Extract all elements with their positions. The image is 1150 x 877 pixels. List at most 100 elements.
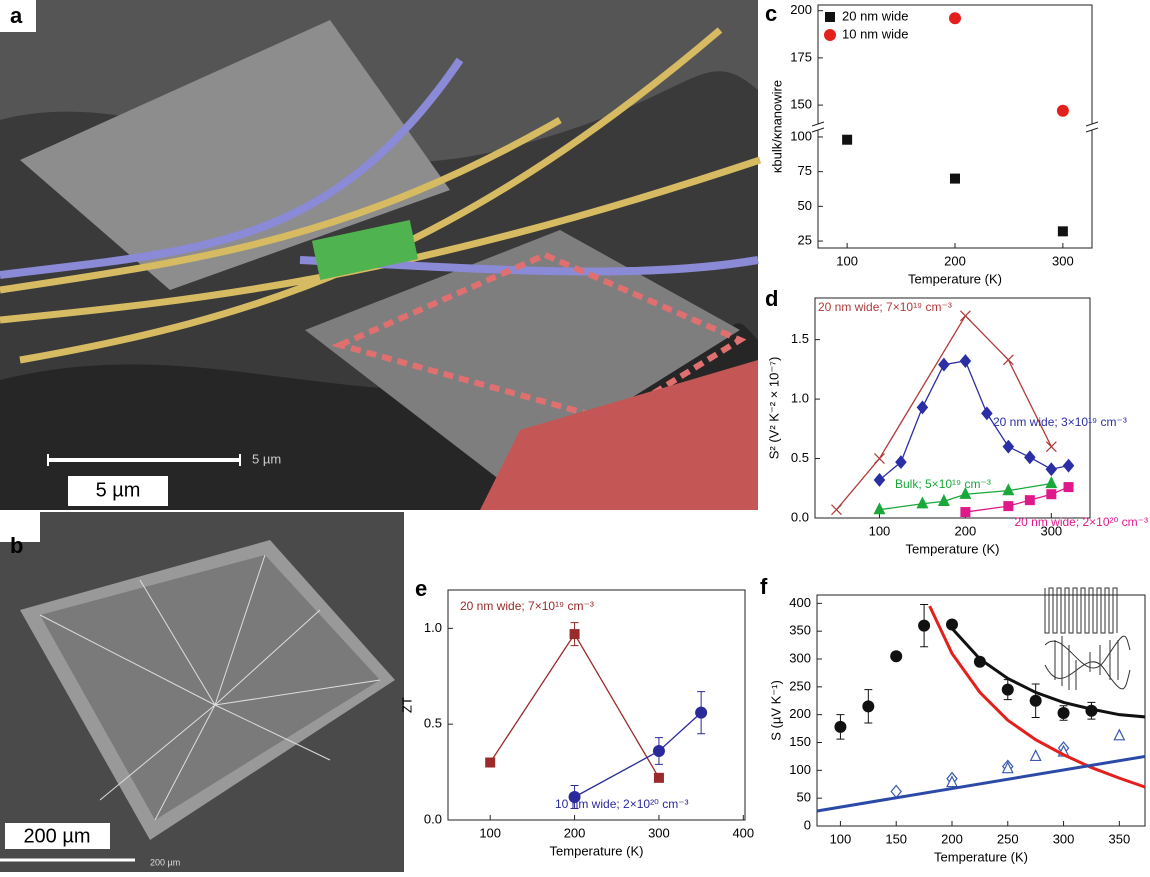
scale-bar-label: 5 µm (96, 479, 141, 501)
marker (1029, 749, 1042, 762)
panel-letter: d (765, 286, 778, 311)
x-tick-label: 250 (997, 831, 1019, 846)
marker (652, 745, 665, 757)
x-tick-label: 300 (648, 825, 670, 840)
x-tick-label: 100 (479, 825, 501, 840)
y-tick-label: 400 (789, 595, 811, 610)
y-tick-label: 1.0 (791, 391, 809, 406)
x-tick-label: 300 (1040, 523, 1062, 538)
marker (938, 357, 950, 372)
x-axis-label: Temperature (K) (550, 843, 644, 858)
marker (1001, 683, 1014, 696)
axes-frame (814, 297, 1091, 519)
marker (1045, 462, 1058, 477)
y-tick-label: 1.0 (424, 620, 442, 635)
axis-break-gap (1086, 124, 1098, 130)
y-tick-label: 300 (789, 650, 811, 665)
marker (653, 772, 664, 783)
legend-label: 20 nm wide (842, 8, 908, 23)
marker (1057, 226, 1068, 237)
marker (895, 455, 907, 470)
y-tick-label: 0 (804, 817, 811, 832)
marker (873, 502, 886, 515)
marker (1057, 707, 1070, 720)
marker (1002, 354, 1014, 366)
series-line (879, 360, 1069, 481)
y-tick-label: 0.5 (791, 450, 809, 465)
marker (568, 791, 581, 803)
panel-letter: c (765, 1, 777, 26)
y-tick-label: 1.5 (791, 331, 809, 346)
marker (960, 507, 971, 518)
marker (959, 310, 971, 322)
x-axis-label: Temperature (K) (908, 271, 1002, 286)
marker (1113, 728, 1126, 741)
marker (1002, 483, 1015, 496)
marker (890, 650, 903, 663)
marker (950, 173, 960, 184)
marker (824, 29, 836, 41)
y-tick-label: 150 (789, 734, 811, 749)
marker (973, 655, 986, 668)
marker (874, 453, 885, 464)
y-tick-label: 200 (790, 2, 812, 17)
y-tick-label: 200 (789, 706, 811, 721)
x-tick-label: 100 (836, 253, 858, 268)
series-label: 10 nm wide; 2×10²⁰ cm⁻³ (555, 797, 689, 811)
marker (937, 494, 950, 506)
y-tick-label: 350 (789, 623, 811, 638)
marker (1003, 501, 1014, 512)
micrograph-b (0, 512, 404, 872)
marker (1024, 495, 1035, 506)
x-tick-label: 200 (944, 253, 966, 268)
scale-bar-faint: 5 µm (252, 451, 281, 466)
panel-letter: f (760, 574, 768, 599)
marker (959, 486, 972, 499)
series-line (816, 754, 1146, 813)
x-tick-label: 100 (869, 523, 891, 538)
marker (1063, 482, 1074, 493)
marker (1062, 458, 1075, 473)
marker (981, 406, 993, 421)
x-tick-label: 300 (1052, 253, 1074, 268)
series-label: 20 nm wide; 2×10²⁰ cm⁻³ (1014, 515, 1148, 529)
x-tick-label: 200 (941, 831, 963, 846)
marker (1002, 439, 1015, 454)
x-tick-label: 150 (885, 831, 907, 846)
series-line (574, 712, 702, 798)
series-label: Bulk; 5×10¹⁹ cm⁻³ (895, 477, 991, 491)
y-tick-label: 75 (798, 163, 812, 178)
series-line (879, 482, 1052, 511)
marker (1029, 694, 1042, 707)
marker (1045, 441, 1057, 453)
marker (890, 784, 902, 799)
y-tick-label: 50 (797, 790, 811, 805)
x-tick-label: 400 (732, 825, 754, 840)
marker (834, 720, 847, 733)
series-label: 20 nm wide; 7×10¹⁹ cm⁻³ (460, 599, 594, 613)
marker (485, 757, 496, 768)
axes-frame (447, 589, 746, 821)
marker (918, 619, 931, 632)
series-label: 20 nm wide; 7×10¹⁹ cm⁻³ (818, 300, 952, 314)
marker (916, 496, 929, 509)
panel-letter: b (10, 533, 23, 558)
x-tick-label: 200 (564, 825, 586, 840)
micrograph-a (0, 0, 762, 510)
marker (831, 504, 842, 516)
marker (959, 354, 972, 368)
y-tick-label: 100 (789, 762, 811, 777)
marker (949, 12, 961, 25)
axis-break-mark (811, 121, 825, 133)
axis-break-gap (812, 124, 824, 130)
x-axis-label: Temperature (K) (906, 541, 1000, 556)
y-axis-label: S² (V² K⁻² × 10⁻⁷) (766, 357, 781, 460)
marker (1045, 476, 1058, 489)
x-axis-label: Temperature (K) (934, 849, 1028, 864)
y-tick-label: 100 (790, 128, 812, 143)
marker (569, 629, 580, 640)
y-tick-label: 150 (790, 97, 812, 112)
x-tick-label: 300 (1053, 831, 1075, 846)
y-axis-label: ZT (399, 697, 414, 713)
